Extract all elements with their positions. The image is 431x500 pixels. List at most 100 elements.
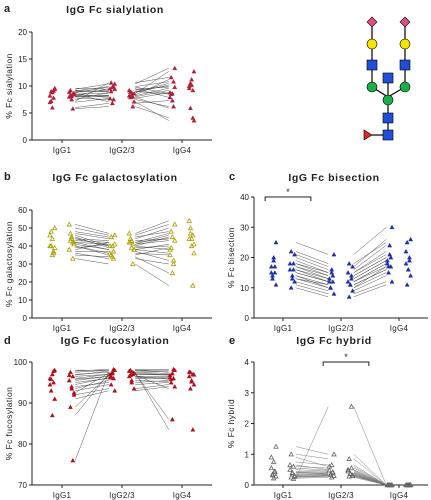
data-point	[108, 382, 114, 387]
data-point	[70, 106, 76, 111]
paired-line	[75, 374, 109, 377]
data-point	[291, 261, 296, 266]
paired-line	[75, 224, 109, 234]
galactose-circle-icon	[399, 38, 411, 50]
panel-d: d IgG Fc fucosylation 70 80 90 100 % Fc fucosy…	[4, 335, 212, 500]
paired-line	[75, 83, 109, 90]
data-point	[387, 242, 393, 248]
paired-line	[353, 272, 387, 288]
data-point	[50, 248, 57, 254]
paired-line	[135, 238, 169, 241]
x-category-label: IgG4	[390, 491, 409, 500]
data-point	[108, 373, 114, 379]
y-tick-label: 20	[18, 278, 27, 287]
data-point	[349, 473, 356, 479]
y-tick-label: 60	[18, 206, 27, 215]
data-point	[112, 86, 118, 92]
data-point	[172, 84, 178, 89]
data-point	[168, 376, 174, 382]
data-point	[47, 232, 53, 238]
data-point	[270, 273, 275, 278]
data-point	[188, 235, 195, 241]
paired-line	[295, 263, 329, 273]
data-point	[289, 276, 295, 281]
paired-line	[135, 87, 169, 96]
data-point	[128, 94, 133, 100]
data-point	[345, 466, 351, 472]
data-point	[348, 403, 355, 409]
data-point	[172, 384, 178, 389]
data-point	[66, 89, 72, 94]
data-point	[403, 248, 409, 254]
paired-line	[135, 99, 169, 107]
data-point	[66, 221, 73, 227]
panel-letter: e	[229, 335, 235, 347]
y-tick-label: 20	[18, 28, 27, 37]
paired-line	[353, 266, 387, 282]
data-point	[130, 261, 136, 267]
paired-line	[135, 67, 169, 85]
panel-letter: a	[4, 3, 11, 15]
data-point	[171, 221, 178, 227]
paired-line	[75, 90, 109, 93]
data-point	[126, 368, 132, 373]
data-point	[272, 468, 278, 474]
paired-line	[353, 275, 387, 291]
data-point	[345, 279, 351, 284]
data-point	[69, 386, 75, 391]
data-point	[48, 228, 54, 234]
data-point	[331, 251, 337, 257]
paired-line	[75, 258, 109, 265]
data-point	[191, 372, 197, 377]
data-point	[66, 372, 72, 377]
data-point	[287, 462, 293, 468]
data-point	[268, 465, 275, 471]
paired-line	[353, 475, 387, 486]
data-point	[187, 230, 194, 236]
data-point	[111, 96, 116, 102]
panel-title: IgG Fc galactosylation	[52, 172, 177, 184]
data-point	[349, 276, 354, 281]
data-point	[169, 416, 175, 422]
paired-line	[295, 467, 329, 471]
data-point	[186, 369, 192, 374]
paired-line	[75, 242, 109, 245]
paired-line	[75, 242, 109, 250]
data-point	[186, 83, 192, 88]
data-point	[191, 382, 197, 387]
x-category-label: IgG2/3	[109, 324, 135, 333]
paired-line	[295, 471, 329, 473]
panel-letter: d	[4, 335, 11, 347]
data-point	[407, 482, 414, 488]
paired-line	[135, 382, 169, 385]
paired-line	[353, 254, 387, 273]
data-point	[126, 87, 132, 93]
data-point	[287, 466, 293, 472]
paired-line	[135, 100, 169, 104]
paired-line	[353, 239, 387, 267]
panel-a: a IgG Fc sialylation 0 5 10 15 20 % Fc sialylat…	[4, 3, 212, 155]
data-point	[112, 388, 118, 393]
paired-line	[295, 269, 329, 279]
paired-line	[135, 370, 169, 373]
y-tick-label: 0	[23, 314, 28, 323]
y-tick-label: 70	[18, 481, 27, 490]
data-point	[108, 80, 114, 85]
paired-line	[75, 376, 109, 380]
data-point	[290, 463, 297, 469]
paired-line	[75, 369, 109, 373]
data-point	[171, 237, 178, 243]
paired-line	[295, 281, 329, 291]
significance-marker: *	[344, 352, 348, 362]
x-category-label: IgG1	[53, 146, 72, 155]
paired-line	[75, 380, 109, 389]
data-point	[171, 104, 176, 109]
data-point	[47, 382, 53, 387]
mannose-circle-icon	[382, 94, 394, 106]
panel-c: c IgG Fc bisection 0 10 20 30 40 % Fc bisection…	[226, 171, 428, 333]
data-point	[71, 239, 77, 245]
data-point	[346, 294, 352, 299]
paired-line	[135, 243, 169, 250]
paired-line	[135, 372, 169, 374]
data-point	[130, 104, 136, 109]
